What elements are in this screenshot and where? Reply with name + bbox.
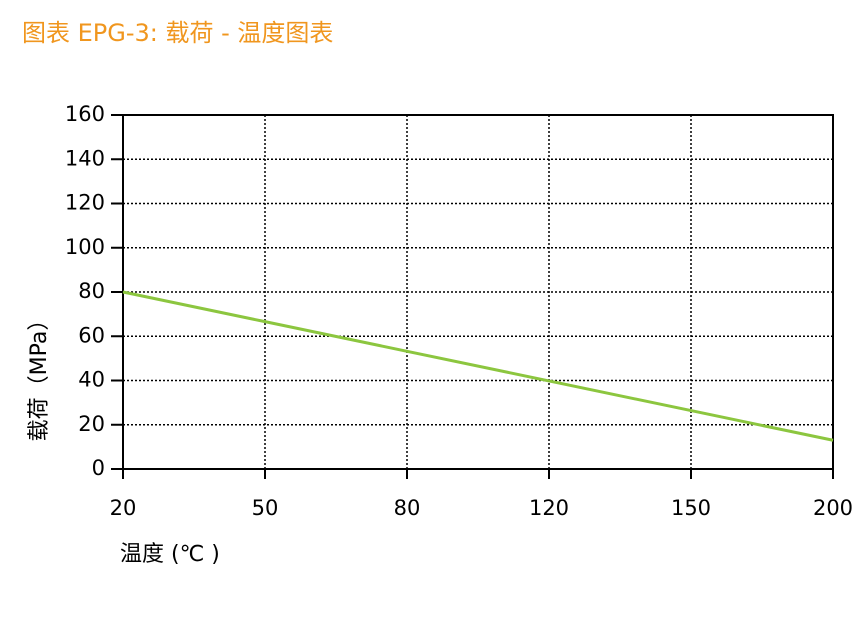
x-tick-label: 80 [394,496,421,520]
x-axis-label: 温度 (℃ ) [120,542,220,567]
x-tick-label: 50 [252,496,279,520]
plot-frame [122,114,834,470]
data-line [122,290,834,442]
y-tick-label: 160 [65,102,105,126]
y-tick-label: 40 [78,368,105,392]
y-tick-label: 120 [65,191,105,215]
x-tick-label: 150 [671,496,711,520]
chart-title: 图表 EPG-3: 载荷 - 温度图表 [22,19,333,47]
x-tick-label: 20 [110,496,137,520]
y-tick-label: 140 [65,146,105,170]
y-tick-label: 80 [78,279,105,303]
x-tick-label: 200 [813,496,853,520]
y-tick-label: 0 [92,456,105,480]
y-axis-label: 载荷（MPa） [27,309,52,442]
y-tick-label: 60 [78,323,105,347]
y-tick-label: 100 [65,235,105,259]
x-tick-label: 120 [529,496,569,520]
y-tick-label: 20 [78,412,105,436]
